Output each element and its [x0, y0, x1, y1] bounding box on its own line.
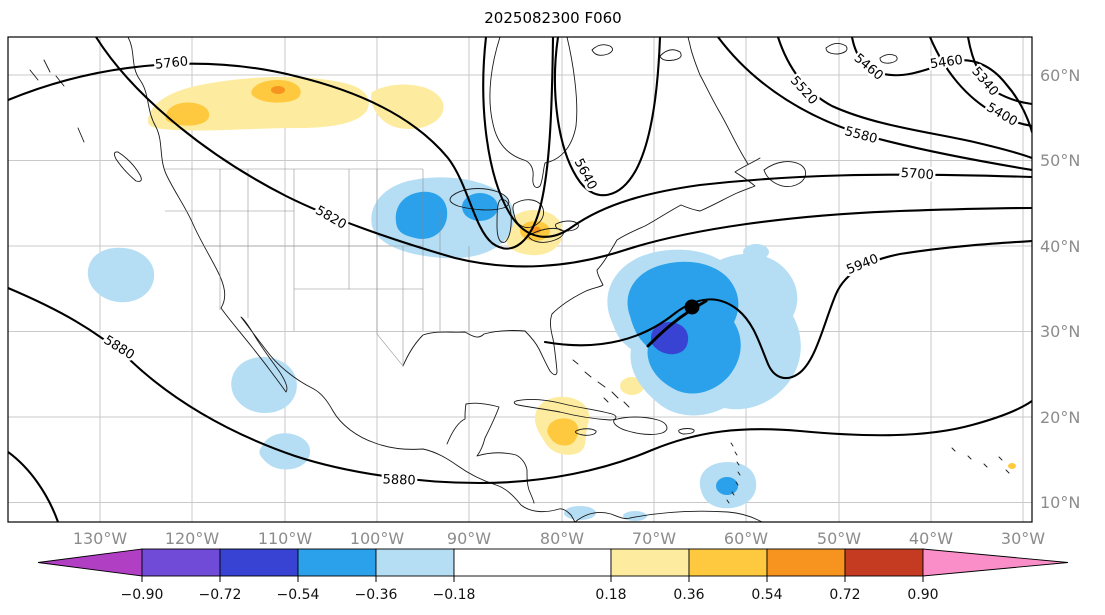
contour-5760	[8, 37, 555, 250]
anomaly-california-blue	[87, 247, 155, 303]
colorbar-tick-neg036: −0.36	[355, 587, 398, 603]
lon-tick-80w: 80°W	[540, 529, 584, 548]
contour-label-5580: 5580	[843, 124, 879, 147]
anomaly-atlantic-core	[650, 322, 689, 355]
contour-5640	[553, 37, 662, 197]
colorbar-seg-8	[766, 548, 846, 577]
contour-5880-southwest	[8, 450, 60, 522]
storm-track	[646, 299, 708, 348]
lon-tick-120w: 120°W	[165, 529, 220, 548]
contour-label-5460-a: 5460	[851, 51, 886, 84]
state-border-lines	[165, 168, 470, 367]
colorbar-seg-1	[141, 548, 221, 577]
lat-tick-10n: 10°N	[1040, 493, 1080, 512]
contour-label-5760: 5760	[154, 54, 188, 72]
lon-tick-40w: 40°W	[909, 529, 953, 548]
lon-tick-70w: 70°W	[632, 529, 676, 548]
colorbar-tick-neg054: −0.54	[277, 587, 320, 603]
contour-label-5400: 5400	[984, 100, 1020, 130]
anomaly-atlantic-mid	[627, 261, 741, 394]
anomaly-canada-band-east	[371, 84, 444, 129]
colorbar-tick-neg072: −0.72	[199, 587, 242, 603]
colorbar-tick-neg018: −0.18	[433, 587, 476, 603]
colorbar-seg-6	[610, 548, 690, 577]
contour-5700	[482, 37, 1032, 238]
lat-tick-20n: 20°N	[1040, 408, 1080, 427]
map-frame	[7, 36, 1033, 523]
colorbar-tick-pos072: 0.72	[829, 587, 860, 603]
colorbar-seg-2	[219, 548, 299, 577]
map-area: 5760 5820 5880 5880 5940 5640 5700 5580 …	[8, 37, 1032, 522]
contour-label-5460-b: 5460	[929, 53, 964, 72]
anomaly-antilles-core	[716, 477, 738, 495]
contour-label-5820: 5820	[313, 203, 349, 233]
anomaly-east-atlantic-dot	[1008, 463, 1016, 469]
anomaly-bahamas-yellow	[620, 377, 644, 395]
lon-tick-110w: 110°W	[258, 529, 313, 548]
contour-5880	[8, 286, 1032, 485]
anomaly-canada-core-1	[165, 102, 210, 126]
lon-tick-90w: 90°W	[447, 529, 491, 548]
lon-tick-100w: 100°W	[350, 529, 405, 548]
colorbar-tick-pos036: 0.36	[673, 587, 704, 603]
colorbar-seg-9	[844, 548, 924, 577]
lat-tick-50n: 50°N	[1040, 151, 1080, 170]
anomaly-atlantic-nub	[743, 244, 769, 260]
colorbar-tick-pos018: 0.18	[595, 587, 626, 603]
storm-position-marker	[684, 299, 700, 315]
colorbar-over-range-arrow	[922, 548, 1069, 577]
anomaly-canada-core-dot	[271, 86, 285, 94]
colorbar-seg-3	[297, 548, 377, 577]
coastlines	[29, 37, 1010, 522]
lon-tick-30w: 30°W	[1001, 529, 1045, 548]
contour-label-5700: 5700	[900, 166, 934, 183]
contour-5400	[928, 37, 1032, 128]
political-borders	[165, 168, 470, 367]
anomaly-midwest-core-2	[462, 193, 498, 221]
colorbar-tick-neg090: −0.90	[121, 587, 164, 603]
lat-tick-40n: 40°N	[1040, 237, 1080, 256]
coast-pacific	[127, 37, 576, 522]
contour-label-5340: 5340	[968, 64, 1001, 99]
contour-5340	[966, 37, 1032, 106]
contour-5520	[776, 37, 1032, 160]
anomaly-baja-blue	[231, 356, 297, 414]
coast-caribbean-islands	[446, 359, 1010, 522]
contour-label-5880-west: 5880	[101, 333, 137, 363]
contour-5940	[543, 239, 1032, 380]
anomaly-cuba-core	[547, 418, 579, 446]
contour-5460	[850, 37, 1032, 134]
lat-tick-60n: 60°N	[1040, 66, 1080, 85]
longitude-axis: 130°W 120°W 110°W 100°W 90°W 80°W 70°W 6…	[73, 529, 1045, 548]
colorbar-tick-pos090: 0.90	[907, 587, 938, 603]
colorbar-seg-7	[688, 548, 768, 577]
anomaly-shading	[87, 76, 1016, 521]
contour-label-5880-south: 5880	[382, 472, 416, 488]
contour-5580	[716, 37, 1032, 172]
colorbar-tick-pos054: 0.54	[751, 587, 782, 603]
anomaly-midwest-core-1	[395, 191, 448, 239]
contour-label-5940: 5940	[845, 252, 881, 278]
contour-5820	[94, 37, 1032, 268]
latitude-axis: 60°N 50°N 40°N 30°N 20°N 10°N	[1040, 66, 1080, 512]
lon-tick-50w: 50°W	[817, 529, 861, 548]
colorbar-tick-marks	[141, 576, 924, 582]
lon-tick-60w: 60°W	[724, 529, 768, 548]
colorbar-seg-white	[453, 548, 612, 577]
colorbar: −0.90 −0.72 −0.54 −0.36 −0.18 0.18 0.36 …	[37, 548, 1069, 603]
lat-tick-30n: 30°N	[1040, 322, 1080, 341]
figure-title: 2025082300 F060	[484, 9, 621, 27]
colorbar-seg-4	[375, 548, 455, 577]
height-contours	[8, 37, 1032, 522]
colorbar-under-range-arrow	[37, 548, 143, 577]
lon-tick-130w: 130°W	[73, 529, 128, 548]
